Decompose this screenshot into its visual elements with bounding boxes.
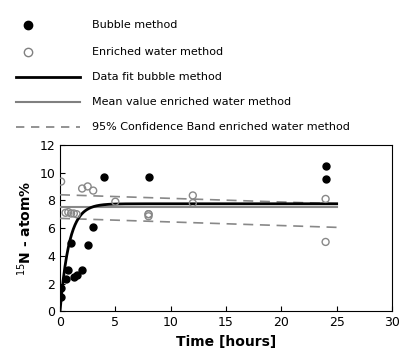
Bubble method [145, 174, 152, 180]
Bubble method [68, 240, 74, 246]
Bubble method [84, 242, 91, 248]
Text: Data fit bubble method: Data fit bubble method [92, 72, 222, 82]
Data fit bubble method [191, 202, 196, 206]
Y-axis label: $^{15}$N - atom%: $^{15}$N - atom% [15, 180, 34, 276]
Enriched water method [62, 210, 69, 216]
Data fit bubble method [189, 202, 194, 206]
Enriched water method [145, 211, 152, 217]
Text: Enriched water method: Enriched water method [92, 47, 223, 57]
Bubble method [90, 224, 96, 230]
Enriched water method [190, 193, 196, 198]
Bubble method [74, 272, 80, 278]
Enriched water method [90, 188, 96, 194]
Bubble method [71, 274, 77, 279]
Bubble method [79, 267, 85, 273]
Enriched water method [190, 200, 196, 206]
Bubble method [62, 276, 69, 282]
Enriched water method [65, 209, 72, 215]
Data fit bubble method [222, 202, 227, 206]
Text: 95% Confidence Band enriched water method: 95% Confidence Band enriched water metho… [92, 122, 350, 131]
Data fit bubble method [207, 202, 212, 206]
Data fit bubble method [334, 202, 339, 206]
Line: Data fit bubble method: Data fit bubble method [60, 204, 337, 311]
Text: Bubble method: Bubble method [92, 20, 177, 30]
Text: Mean value enriched water method: Mean value enriched water method [92, 97, 291, 107]
Enriched water method [84, 184, 91, 189]
X-axis label: Time [hours]: Time [hours] [176, 335, 276, 349]
Bubble method [101, 174, 108, 180]
Bubble method [322, 177, 329, 182]
Enriched water method [322, 196, 329, 202]
Enriched water method [58, 179, 64, 185]
Bubble method [58, 286, 64, 291]
Enriched water method [71, 211, 77, 216]
Enriched water method [68, 211, 74, 216]
Enriched water method [322, 239, 329, 245]
Bubble method [57, 295, 64, 300]
Bubble method [65, 267, 72, 273]
Bubble method [322, 163, 329, 169]
Data fit bubble method [284, 202, 289, 206]
Enriched water method [79, 186, 85, 191]
Data fit bubble method [58, 309, 62, 313]
Enriched water method [145, 213, 152, 219]
Enriched water method [145, 211, 152, 217]
Data fit bubble method [328, 202, 332, 206]
Enriched water method [112, 199, 118, 205]
Enriched water method [74, 211, 80, 217]
